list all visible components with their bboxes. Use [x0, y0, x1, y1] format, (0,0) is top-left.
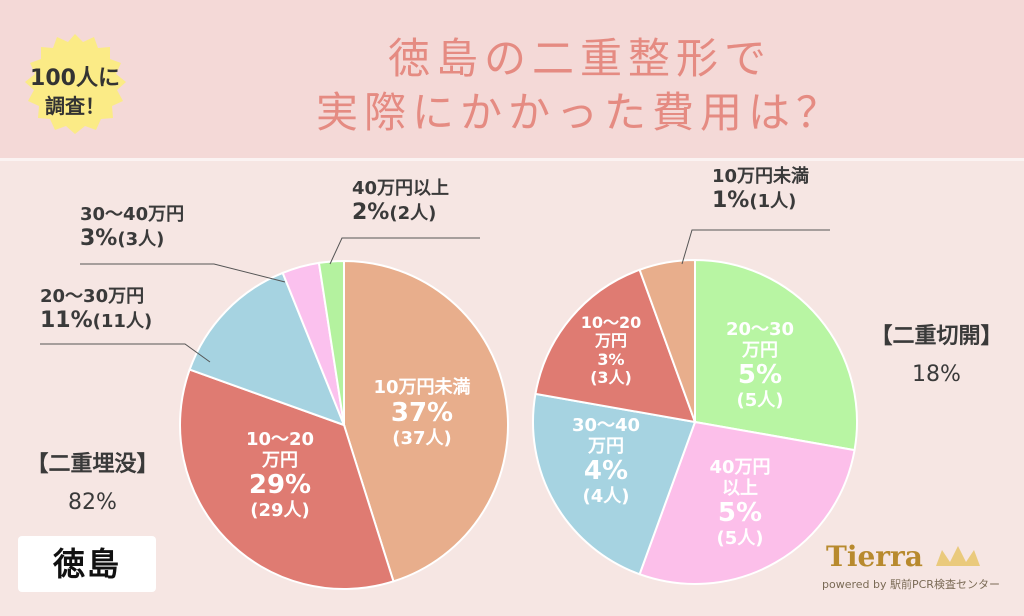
label-r-under10: 10万円未満 1%(1人): [712, 166, 809, 214]
left-pie: [179, 259, 509, 590]
label-40plus-name: 40万円以上: [352, 178, 450, 199]
label-20-30-name: 20〜30万円: [40, 286, 145, 307]
inlabel-under10-count: (37人): [392, 427, 452, 449]
group-label-right: 【二重切開】: [870, 324, 1003, 349]
inlabel-10-20-count: (29人): [250, 500, 310, 522]
label-20-30-count: (11人): [92, 310, 153, 332]
label-40plus-count: (2人): [389, 202, 437, 224]
inlabel-r-20-30-line2: 万円: [742, 339, 778, 361]
label-r-under10-pct: 1%: [712, 187, 750, 213]
label-30-40-name: 30〜40万円: [80, 204, 185, 225]
inlabel-10-20: 10〜20 万円 29% (29人): [220, 429, 340, 522]
label-30-40: 30〜40万円 3%(3人): [80, 204, 184, 252]
label-30-40-pct: 3%: [80, 225, 118, 251]
inlabel-r-10-20-count: (3人): [590, 368, 632, 388]
pie-slice-r-20-30: [694, 258, 858, 452]
inlabel-r-40plus-line2: 以上: [722, 477, 758, 499]
inlabel-10-20-line2: 万円: [262, 449, 298, 471]
inlabel-r-30-40-line2: 万円: [588, 435, 624, 457]
brand-logo: Tierra powered by 駅前PCR検査センター: [806, 536, 1002, 596]
brand-name: Tierra: [826, 540, 923, 573]
inlabel-r-10-20-pct: 3%: [597, 349, 625, 369]
leader-20-30: [40, 343, 211, 363]
inlabel-r-40plus-count: (5人): [716, 528, 764, 550]
pie-slice-r-30-40: [532, 392, 697, 576]
inlabel-under10-name: 10万円未満: [373, 377, 471, 398]
label-r-under10-count: (1人): [749, 190, 797, 212]
pie-slice-r-40plus: [638, 420, 856, 585]
label-20-30-pct: 11%: [40, 307, 93, 333]
header-band: [0, 0, 1024, 158]
inlabel-r-30-40: 30〜40 万円 4% (4人): [556, 415, 656, 508]
pie-slice-under10: [343, 259, 509, 583]
crown-icon: [936, 546, 980, 566]
inlabel-r-10-20: 10〜20 万円 3% (3人): [566, 313, 656, 388]
group-pct-right: 18%: [912, 362, 961, 387]
inlabel-r-40plus-pct: 5%: [717, 498, 763, 529]
pie-slice-r-10-20: [534, 268, 697, 424]
label-40plus: 40万円以上 2%(2人): [352, 178, 449, 226]
inlabel-r-20-30-count: (5人): [736, 390, 784, 412]
inlabel-r-40plus-line1: 40万円: [709, 457, 771, 478]
brand-sub: powered by 駅前PCR検査センター: [822, 578, 1000, 591]
page-title-line2: 実際にかかった費用は？: [315, 88, 844, 137]
inlabel-r-10-20-line1: 10〜20: [580, 313, 642, 332]
badge-burst-icon: [25, 34, 126, 134]
label-40plus-pct: 2%: [352, 199, 390, 225]
leader-r-under10: [681, 229, 830, 265]
badge-line1: 100人に: [30, 66, 120, 91]
group-label-left: 【二重埋没】: [26, 452, 159, 477]
inlabel-under10: 10万円未満 37% (37人): [352, 377, 492, 449]
badge-line2: 調査！: [45, 94, 105, 118]
inlabel-r-20-30-pct: 5%: [737, 360, 783, 391]
leader-30-40: [80, 263, 286, 283]
pie-slice-20-30: [188, 271, 346, 427]
inlabel-10-20-line1: 10〜20: [245, 429, 315, 450]
label-20-30: 20〜30万円 11%(11人): [40, 286, 152, 334]
inlabel-r-30-40-count: (4人): [582, 486, 630, 508]
page-title-line1: 徳島の二重整形で: [387, 34, 772, 83]
inlabel-10-20-pct: 29%: [248, 470, 312, 501]
inlabel-r-30-40-pct: 4%: [583, 456, 629, 487]
inlabel-r-20-30: 20〜30 万円 5% (5人): [710, 319, 810, 412]
inlabel-r-10-20-line2: 万円: [594, 331, 627, 351]
inlabel-r-30-40-line1: 30〜40: [571, 415, 641, 436]
survey-badge: 100人に 調査！: [16, 30, 134, 140]
region-label: 徳島: [18, 536, 156, 592]
inlabel-under10-pct: 37%: [390, 397, 454, 428]
header-divider: [0, 158, 1024, 161]
label-30-40-count: (3人): [117, 228, 165, 250]
leader-lines: [40, 229, 830, 363]
inlabel-r-20-30-line1: 20〜30: [725, 319, 795, 340]
label-r-under10-name: 10万円未満: [712, 166, 810, 187]
leader-40plus: [329, 237, 480, 265]
right-pie: [532, 258, 858, 585]
pie-slice-r-under10: [638, 258, 696, 423]
inlabel-r-40plus: 40万円 以上 5% (5人): [690, 457, 790, 550]
group-pct-left: 82%: [68, 490, 117, 515]
